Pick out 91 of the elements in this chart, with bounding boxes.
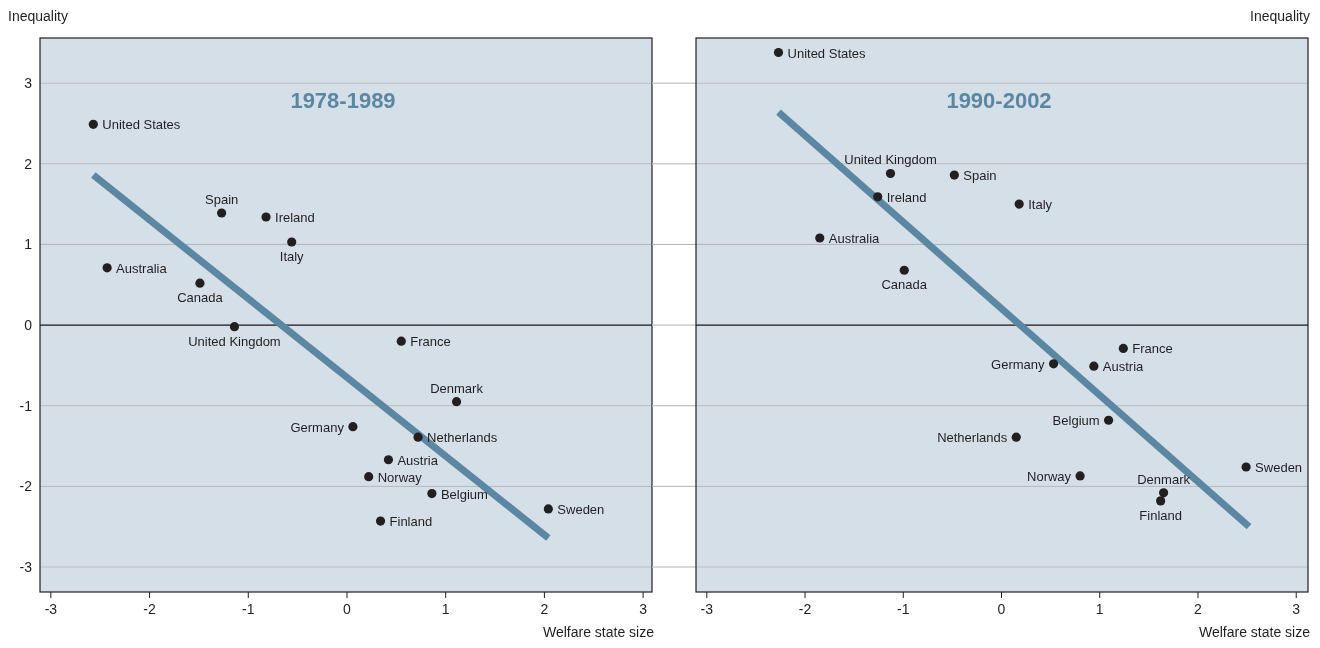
y-tick-label: 1 [24,236,33,253]
y-tick-label: 0 [24,317,33,334]
point [383,455,394,465]
point [1075,471,1085,481]
annotation: Germany [991,356,1046,372]
annotation: Austria [397,452,439,468]
point [873,192,883,202]
x-tick-label: 3 [1292,601,1301,617]
x-tick-label: 1 [441,601,450,617]
y-tick-label: -3 [19,559,33,575]
point [396,336,406,346]
x-tick-label: -3 [700,601,714,617]
text: 1978-1989 [290,88,396,113]
y-axis-title: Inequality [8,8,68,24]
point [88,119,98,129]
point [815,233,825,243]
x-tick-label: -1 [897,601,910,617]
annotation: Spain [205,191,239,207]
point [261,212,271,222]
point [1048,359,1059,369]
annotation: Denmark [1137,471,1191,487]
point [1089,361,1099,371]
x-tick-label: 3 [639,601,648,617]
annotation: United States [102,117,181,133]
point [1159,488,1169,498]
point [949,170,959,180]
annotation: Denmark [430,380,484,396]
x-tick-label: -1 [242,601,255,617]
point [364,472,374,482]
point [287,237,297,247]
point [543,504,553,514]
annotation: Italy [1028,197,1053,213]
annotation: Netherlands [427,430,498,446]
annotation: Sweden [557,501,605,517]
annotation: Norway [1027,468,1072,484]
point [195,278,205,288]
text: 1990-2002 [946,88,1052,113]
point [1156,496,1166,506]
point [427,489,437,499]
point [375,516,386,526]
point [102,263,112,273]
annotation: Canada [881,277,928,293]
point [899,265,909,275]
annotation: Australia [116,260,168,276]
x-tick-label: 0 [343,601,352,617]
y-tick-label: -1 [19,397,33,414]
annotation: Norway [377,469,423,485]
point [1241,462,1251,472]
point [217,208,227,218]
annotation: France [1132,341,1173,357]
annotation: Netherlands [937,430,1008,446]
x-axis-title: Welfare state size [542,624,655,640]
point [1103,415,1114,425]
point [1011,432,1021,442]
annotation: United States [787,45,867,61]
annotation: Australia [828,230,881,246]
annotation: Belgium [1052,413,1100,429]
y-tick-label: 3 [24,75,33,92]
point [413,432,423,442]
y-tick-label: 2 [24,155,33,172]
annotation: Austria [1102,359,1145,375]
x-tick-label: 0 [997,601,1006,617]
x-tick-label: -2 [143,601,156,617]
x-tick-label: -3 [44,601,58,617]
annotation: United Kingdom [844,152,937,168]
annotation: Canada [177,290,224,306]
point [348,422,358,432]
point [773,47,784,58]
annotation: Germany [290,419,345,435]
point [451,397,462,407]
x-tick-label: 2 [540,601,549,617]
annotation: Italy [279,249,305,265]
annotation: Finland [1139,507,1182,523]
y-axis-title: Inequality [1250,8,1310,24]
annotation: Ireland [275,210,315,226]
annotation: France [410,334,451,350]
x-tick-label: 1 [1095,601,1104,617]
point [1014,199,1024,209]
point [229,322,240,332]
annotation: Sweden [1255,460,1303,476]
annotation: Ireland [886,189,927,205]
annotation: Finland [389,514,433,530]
point [1118,343,1128,354]
annotation: Spain [963,168,997,184]
annotation: United Kingdom [188,333,281,349]
x-axis-title: Welfare state size [1198,624,1311,640]
point [885,168,896,179]
x-tick-label: 2 [1194,601,1203,617]
x-tick-label: -2 [798,601,812,617]
annotation: Belgium [440,486,488,502]
y-tick-label: -2 [19,478,33,495]
